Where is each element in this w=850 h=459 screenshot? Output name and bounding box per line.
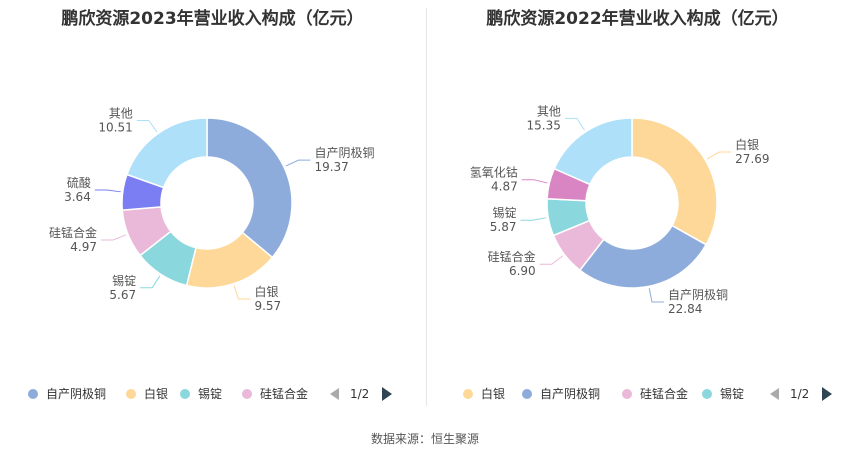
slice-label-name: 氢氧化钴 [470, 165, 518, 180]
legend-label: 硅锰合金 [260, 387, 309, 401]
slice-label-name: 自产阴极铜 [668, 287, 728, 302]
legend-swatch [180, 389, 190, 399]
slice-label-name: 硫酸 [67, 175, 91, 190]
chart-title: 鹏欣资源2023年营业收入构成（亿元） [61, 9, 364, 29]
data-source: 数据来源：恒生聚源 [370, 432, 479, 446]
slice-label-value: 3.64 [64, 190, 91, 204]
slice-label-name: 锡锭 [112, 273, 136, 288]
legend-label: 白银 [481, 387, 506, 401]
legend-swatch [126, 389, 136, 399]
slice-label-value: 19.37 [314, 160, 348, 174]
leader-line [539, 255, 564, 265]
legend-label: 白银 [144, 387, 169, 401]
leader-line [140, 275, 161, 289]
legend-page-indicator: 1/2 [350, 387, 370, 401]
legend: 1/2 自产阴极铜 白银 锡锭 硅锰合金 [0, 384, 425, 404]
legend: 1/2 白银 自产阴极铜 硅锰合金 锡锭 [425, 384, 850, 404]
legend-swatch [463, 389, 473, 399]
slice-label-name: 硅锰合金 [49, 225, 97, 240]
slice-label-value: 4.87 [491, 180, 518, 194]
slice-label-name: 硅锰合金 [488, 249, 536, 264]
legend-page-indicator: 1/2 [790, 387, 810, 401]
legend-next-icon[interactable] [382, 387, 392, 401]
chart-2023: 鹏欣资源2023年营业收入构成（亿元） 自产阴极铜 19.37 白银 9.57 锡锭 5.… [0, 0, 425, 420]
slice-label-value: 6.90 [509, 264, 536, 278]
legend-swatch [522, 389, 532, 399]
legend-label: 锡锭 [198, 387, 223, 401]
slice-label-value: 4.97 [70, 240, 97, 254]
slice-白银 [631, 117, 718, 246]
leader-line [520, 217, 547, 221]
slice-label-value: 10.51 [98, 120, 132, 134]
leader-line [233, 285, 251, 300]
chart-title: 鹏欣资源2022年营业收入构成（亿元） [486, 9, 789, 29]
legend-label: 自产阴极铜 [540, 387, 601, 401]
leader-line [136, 119, 158, 133]
legend-next-icon[interactable] [822, 387, 832, 401]
legend-label: 硅锰合金 [640, 387, 689, 401]
leader-line [101, 234, 127, 241]
slice-label-value: 5.87 [490, 220, 517, 234]
leader-line [94, 189, 121, 193]
slice-自产阴极铜 [206, 117, 293, 259]
slice-label-name: 自产阴极铜 [314, 145, 374, 160]
legend-swatch [242, 389, 252, 399]
slice-label-value: 15.35 [527, 118, 561, 132]
slice-其他 [553, 117, 633, 186]
legend-swatch [702, 389, 712, 399]
legend-swatch [622, 389, 632, 399]
legend-label: 锡锭 [720, 387, 745, 401]
leader-line [648, 288, 665, 303]
slice-自产阴极铜 [578, 224, 708, 289]
panel-divider [426, 8, 427, 406]
slice-label-name: 其他 [109, 106, 133, 120]
leader-line [521, 179, 548, 184]
slice-label-value: 5.67 [109, 288, 136, 302]
leader-line [706, 151, 732, 160]
slice-label-value: 27.69 [735, 152, 769, 166]
chart-2022: 鹏欣资源2022年营业收入构成（亿元） 白银 27.69 自产阴极铜 22.84 硅锰合… [425, 0, 850, 420]
slice-label-name: 白银 [254, 284, 278, 299]
slice-label-value: 9.57 [254, 299, 281, 313]
legend-label: 自产阴极铜 [46, 387, 107, 401]
slice-label-name: 锡锭 [492, 205, 516, 220]
legend-swatch [28, 389, 38, 399]
slice-label-name: 其他 [537, 104, 561, 118]
slice-label-value: 22.84 [668, 302, 702, 316]
leader-line [285, 159, 311, 167]
slice-其他 [125, 117, 208, 189]
slice-label-name: 白银 [735, 137, 759, 152]
legend-prev-icon[interactable] [330, 388, 339, 400]
legend-prev-icon[interactable] [770, 388, 779, 400]
leader-line [564, 117, 585, 131]
